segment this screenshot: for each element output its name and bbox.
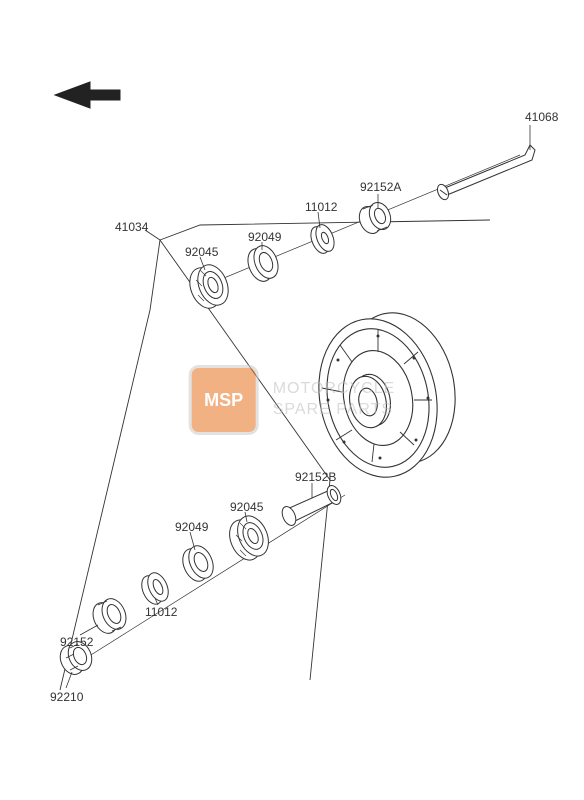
label-41034: 41034 [115, 220, 148, 234]
label-92045a: 92045 [185, 245, 218, 259]
leader-92152 [80, 625, 98, 635]
label-92210: 92210 [50, 690, 83, 704]
label-11012a: 11012 [305, 200, 337, 214]
part-bearing-92045-lower [224, 511, 275, 565]
part-bearing-92045-upper [184, 260, 234, 312]
part-cap-11012-upper [307, 222, 337, 256]
part-collar-92152 [88, 595, 130, 637]
exploded-diagram [0, 0, 584, 800]
label-92045b: 92045 [230, 500, 263, 514]
part-axle-41068 [435, 145, 535, 201]
diagram-svg [0, 0, 584, 800]
leader-92210 [66, 672, 72, 688]
label-92049b: 92049 [175, 520, 208, 534]
direction-arrow [55, 82, 120, 108]
label-92152B: 92152B [295, 470, 336, 484]
label-92049a: 92049 [248, 230, 281, 244]
label-92152A: 92152A [360, 180, 401, 194]
part-hub [305, 302, 469, 488]
part-collar-92152B [279, 483, 343, 527]
label-41068: 41068 [525, 110, 558, 124]
part-seal-92049-upper [243, 242, 282, 285]
label-92152: 92152 [60, 635, 93, 649]
axis-guide-upper [195, 155, 520, 290]
part-cap-11012-lower [138, 570, 173, 608]
label-11012b: 11012 [145, 605, 177, 619]
part-collar-92152A [355, 199, 394, 236]
axis-guide-lower [75, 495, 345, 665]
